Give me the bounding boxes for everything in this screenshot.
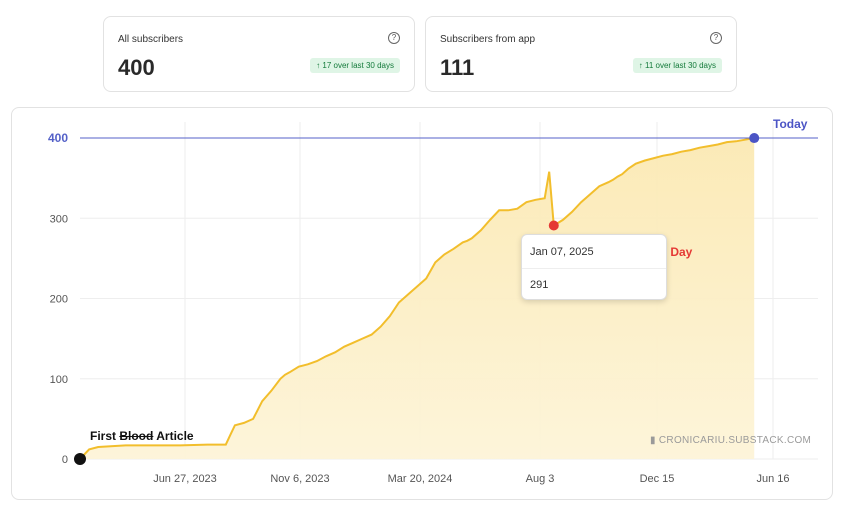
first-label-a: First bbox=[90, 429, 120, 443]
y-tick-label: 200 bbox=[50, 294, 68, 306]
area-fill bbox=[80, 138, 755, 459]
x-tick-label: Mar 20, 2024 bbox=[388, 473, 453, 485]
help-icon[interactable]: ? bbox=[388, 32, 400, 44]
growth-badge: ↑ 17 over last 30 days bbox=[310, 58, 400, 73]
judgement-day-dot bbox=[548, 220, 559, 231]
y-tick-label: 100 bbox=[50, 374, 68, 386]
tooltip-value: 291 bbox=[530, 279, 549, 291]
growth-badge-text: 11 over last 30 days bbox=[644, 61, 716, 70]
arrow-up-icon: ↑ bbox=[316, 61, 321, 70]
y-tick-label: 300 bbox=[50, 213, 68, 225]
first-label-c: Article bbox=[153, 429, 194, 443]
app-subscribers-card: Subscribers from app ? 111 ↑ 11 over las… bbox=[425, 16, 737, 92]
first-article-label: First Blood Article bbox=[90, 429, 194, 443]
y-tick-label: 400 bbox=[48, 131, 68, 145]
all-subscribers-card: All subscribers ? 400 ↑ 17 over last 30 … bbox=[103, 16, 415, 92]
x-tick-label: Jun 16 bbox=[756, 473, 789, 485]
chart-tooltip: Jan 07, 2025 291 bbox=[521, 234, 667, 300]
card-title: All subscribers bbox=[118, 34, 184, 45]
watermark-text: CRONICARIU.SUBSTACK.COM bbox=[658, 435, 812, 446]
x-tick-label: Dec 15 bbox=[640, 473, 675, 485]
first-label-b: Blood bbox=[119, 429, 154, 443]
tooltip-divider bbox=[522, 268, 666, 269]
y-tick-label: 0 bbox=[62, 454, 68, 466]
watermark: ▮ CRONICARIU.SUBSTACK.COM bbox=[650, 435, 811, 446]
tooltip-date: Jan 07, 2025 bbox=[530, 246, 594, 258]
x-tick-label: Jun 27, 2023 bbox=[153, 473, 217, 485]
bookmark-icon: ▮ bbox=[650, 435, 656, 446]
today-label: Today bbox=[773, 117, 808, 131]
today-dot bbox=[749, 133, 760, 144]
card-value: 111 bbox=[440, 55, 475, 80]
growth-badge-text: 17 over last 30 days bbox=[322, 61, 394, 70]
start-dot bbox=[74, 453, 86, 465]
series-line bbox=[79, 137, 755, 460]
card-title: Subscribers from app bbox=[440, 34, 536, 45]
growth-badge: ↑ 11 over last 30 days bbox=[632, 58, 722, 73]
x-tick-label: Aug 3 bbox=[526, 473, 555, 485]
x-tick-label: Nov 6, 2023 bbox=[270, 473, 329, 485]
help-icon[interactable]: ? bbox=[710, 32, 722, 44]
arrow-up-icon: ↑ bbox=[638, 61, 643, 70]
card-value: 400 bbox=[118, 55, 155, 80]
